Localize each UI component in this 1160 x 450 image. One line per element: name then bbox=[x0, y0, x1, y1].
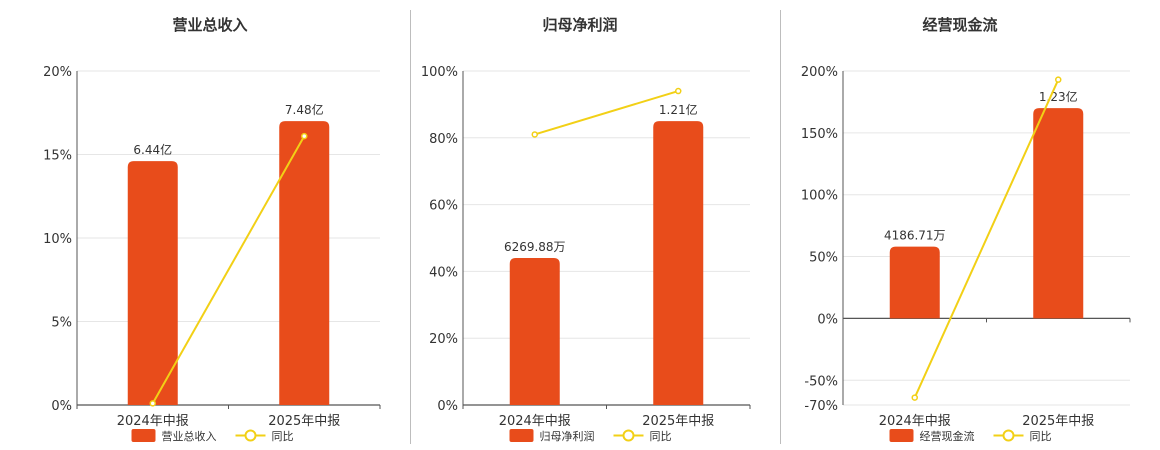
y-tick-label: 0% bbox=[51, 399, 72, 414]
bar bbox=[127, 161, 178, 405]
bar bbox=[1033, 108, 1084, 319]
legend-label-line: 同比 bbox=[650, 430, 672, 443]
bar bbox=[509, 258, 560, 405]
legend-swatch-bar bbox=[509, 429, 534, 442]
bar-data-label: 1.23亿 bbox=[1039, 89, 1078, 104]
y-tick-label: 80% bbox=[429, 132, 458, 147]
y-tick-label: 200% bbox=[801, 65, 838, 80]
y-tick-label: 0% bbox=[817, 312, 838, 327]
y-tick-label: 40% bbox=[429, 265, 458, 280]
x-tick-label: 2024年中报 bbox=[117, 414, 189, 429]
legend-swatch-point bbox=[1002, 429, 1015, 442]
yoy-point bbox=[675, 87, 682, 95]
y-tick-label: 100% bbox=[421, 65, 458, 80]
chart-title-1: 营业总收入 bbox=[172, 16, 247, 34]
bar bbox=[279, 121, 330, 405]
x-tick-label: 2025年中报 bbox=[268, 414, 340, 429]
chart-title-3: 经营现金流 bbox=[922, 16, 997, 34]
yoy-point bbox=[911, 394, 918, 401]
yoy-point bbox=[301, 132, 308, 140]
legend-label-line: 同比 bbox=[272, 430, 294, 443]
legend-swatch-bar bbox=[131, 429, 156, 442]
x-tick-label: 2024年中报 bbox=[879, 414, 951, 429]
x-tick-label: 2025年中报 bbox=[1022, 414, 1094, 429]
y-tick-label: 50% bbox=[809, 251, 838, 266]
yoy-point bbox=[1055, 76, 1062, 83]
legend-label-bar: 经营现金流 bbox=[920, 429, 975, 443]
chart-title-2: 归母净利润 bbox=[542, 16, 617, 34]
y-tick-label: -70% bbox=[804, 399, 838, 414]
yoy-point bbox=[149, 400, 156, 407]
yoy-line bbox=[534, 90, 679, 136]
legend-label-bar: 归母净利润 bbox=[540, 429, 595, 443]
x-tick-label: 2025年中报 bbox=[642, 414, 714, 429]
bar bbox=[889, 246, 940, 319]
y-tick-label: 5% bbox=[51, 316, 72, 331]
y-tick-label: 100% bbox=[801, 189, 838, 204]
y-tick-label: -50% bbox=[804, 374, 838, 389]
y-tick-label: 150% bbox=[801, 127, 838, 142]
legend-swatch-bar bbox=[889, 429, 914, 442]
bar bbox=[653, 121, 704, 405]
panel-divider-2 bbox=[780, 10, 781, 444]
y-tick-label: 15% bbox=[43, 149, 72, 164]
legend-swatch-point bbox=[244, 429, 257, 442]
y-tick-label: 0% bbox=[437, 399, 458, 414]
yoy-line bbox=[151, 135, 306, 404]
yoy-point bbox=[531, 131, 538, 138]
legend-label-line: 同比 bbox=[1030, 430, 1052, 443]
yoy-line bbox=[913, 79, 1060, 398]
y-tick-label: 20% bbox=[43, 65, 72, 80]
legend-swatch-point bbox=[622, 429, 635, 442]
bar-data-label: 1.21亿 bbox=[659, 102, 698, 117]
y-tick-label: 20% bbox=[429, 332, 458, 347]
y-tick-label: 60% bbox=[429, 199, 458, 214]
legend-label-bar: 营业总收入 bbox=[162, 429, 217, 443]
bar-data-label: 7.48亿 bbox=[285, 102, 324, 117]
bar-data-label: 6.44亿 bbox=[133, 142, 172, 157]
bar-data-label: 4186.71万 bbox=[884, 229, 946, 243]
panel-divider-1 bbox=[410, 10, 411, 444]
y-tick-label: 10% bbox=[43, 232, 72, 247]
x-tick-label: 2024年中报 bbox=[499, 414, 571, 429]
bar-data-label: 6269.88万 bbox=[504, 240, 566, 254]
